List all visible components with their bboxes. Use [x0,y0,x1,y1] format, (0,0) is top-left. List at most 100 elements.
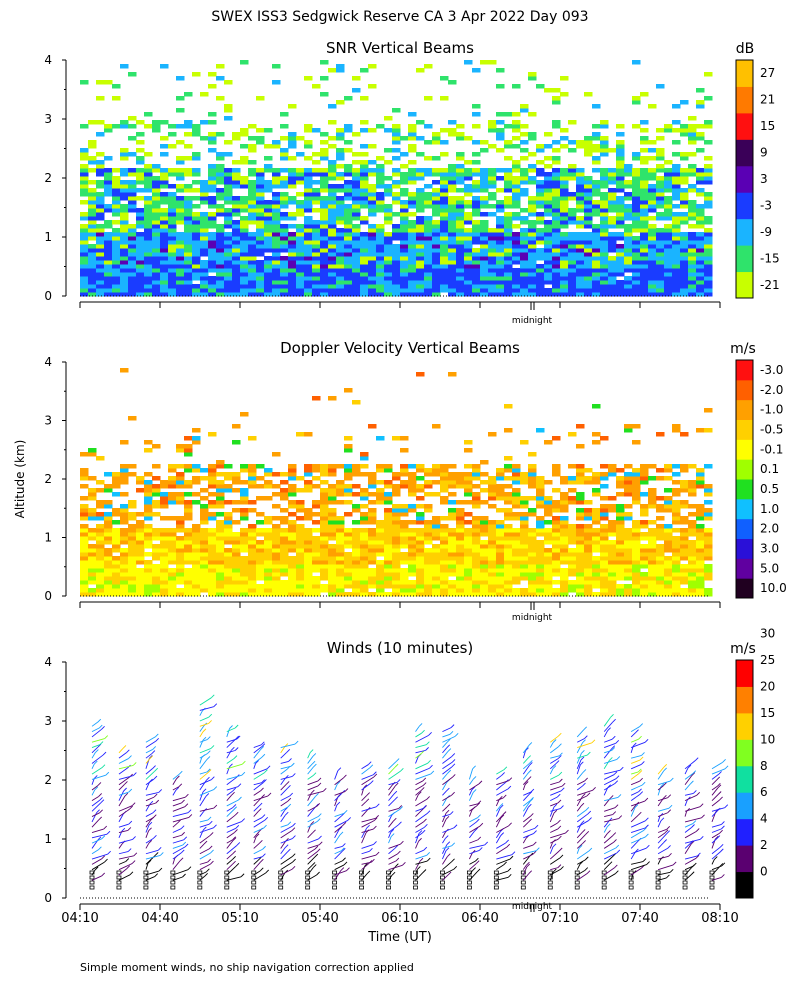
doppler-cell [152,528,161,533]
doppler-cell [528,544,537,549]
snr-cell [624,172,633,177]
snr-cell [472,168,481,173]
snr-cell [352,208,361,213]
snr-cell [296,280,305,285]
doppler-cell [488,572,497,577]
snr-cell [144,256,153,261]
wind-barb [118,791,129,796]
doppler-cell [208,464,217,469]
doppler-cell [504,496,513,501]
snr-cell [232,272,241,277]
doppler-cell [320,516,329,521]
doppler-cell [360,504,369,509]
colorbar-frame [735,59,754,299]
wind-barb-tick [101,726,105,730]
doppler-cell [520,588,529,593]
snr-cell [560,264,569,269]
doppler-cell [280,480,289,485]
snr-cell [448,208,457,213]
doppler-cell [600,552,609,557]
snr-cell [416,200,425,205]
snr-cell [272,172,281,177]
doppler-cell [360,584,369,589]
snr-cell [656,152,665,157]
snr-cell [104,272,113,277]
snr-cell [688,288,697,293]
doppler-cell [648,504,657,509]
snr-cell [488,128,497,133]
doppler-cell [640,592,649,597]
doppler-cell [400,468,409,473]
snr-cell [144,216,153,221]
snr-cell [640,204,649,209]
doppler-cell [464,476,473,481]
snr-cell [192,196,201,201]
snr-cell [320,132,329,137]
doppler-cell [104,500,113,505]
snr-cell [376,168,385,173]
doppler-cell [448,492,457,497]
snr-cell [80,124,89,129]
snr-cell [352,284,361,289]
snr-cell [456,176,465,181]
snr-cell [112,248,121,253]
snr-cell [248,248,257,253]
doppler-cell [184,484,193,489]
snr-cell [312,284,321,289]
doppler-cell [208,468,217,473]
doppler-cell [592,516,601,521]
snr-cell [576,292,585,297]
snr-cell [648,264,657,269]
snr-cell [160,168,169,173]
snr-cell [528,76,537,81]
snr-cell [680,204,689,209]
snr-cell [568,268,577,273]
snr-cell [568,216,577,221]
snr-cell [456,212,465,217]
doppler-cell [248,436,257,441]
snr-cell [544,180,553,185]
snr-cell [552,228,561,233]
snr-cell [112,188,121,193]
snr-cell [664,180,673,185]
doppler-cell [480,460,489,465]
wind-barb [118,808,130,817]
doppler-cell [336,584,345,589]
snr-cell [328,264,337,269]
doppler-cell [456,580,465,585]
snr-cell [176,216,185,221]
doppler-cell [112,548,121,553]
snr-cell [472,160,481,165]
colorbar-swatch [736,192,753,220]
snr-cell [432,204,441,209]
doppler-cell [640,512,649,517]
snr-cell [216,188,225,193]
doppler-cell [224,464,233,469]
doppler-cell [392,584,401,589]
wind-barb-tick [93,775,98,779]
snr-cell [88,160,97,165]
snr-cell [144,180,153,185]
snr-cell [376,284,385,289]
snr-cell [88,224,97,229]
doppler-cell [672,488,681,493]
snr-cell [416,248,425,253]
snr-cell [704,252,713,257]
doppler-cell [280,532,289,537]
snr-cell [440,212,449,217]
doppler-cell [600,568,609,573]
snr-cell [336,172,345,177]
doppler-cell [240,580,249,585]
doppler-cell [304,484,313,489]
doppler-cell [600,472,609,477]
snr-cell [208,216,217,221]
snr-cell [632,248,641,253]
snr-cell [552,148,561,153]
doppler-cell [288,584,297,589]
snr-cell [632,204,641,209]
snr-cell [256,252,265,257]
doppler-cell [368,540,377,545]
doppler-cell [656,552,665,557]
doppler-cell [216,536,225,541]
snr-cell [224,260,233,265]
